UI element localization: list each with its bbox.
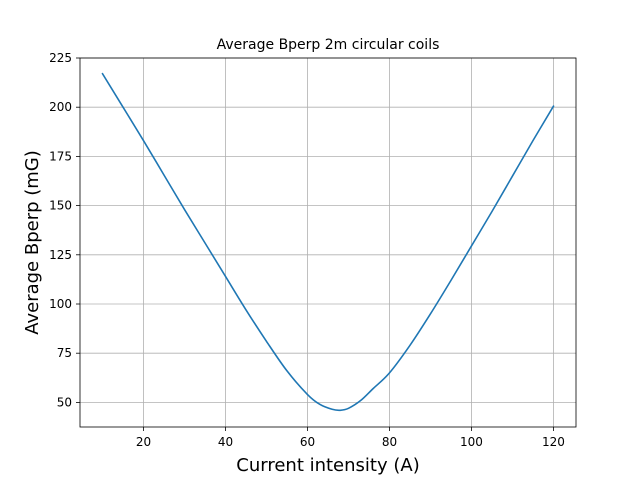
x-tick-label: 80 <box>382 435 397 449</box>
series-layer <box>101 72 555 412</box>
chart-title: Average Bperp 2m circular coils <box>217 37 440 53</box>
x-tick-label: 20 <box>136 435 151 449</box>
y-tick-label: 125 <box>49 248 72 262</box>
x-axis-label: Current intensity (A) <box>236 455 419 476</box>
grid <box>80 57 576 427</box>
y-tick-label: 175 <box>49 149 72 163</box>
y-axis-label: Average Bperp (mG) <box>22 150 43 335</box>
axes-frame <box>79 57 577 428</box>
y-tick-label: 150 <box>49 199 72 213</box>
y-tick-label: 75 <box>57 346 72 360</box>
y-tick-label: 200 <box>49 100 72 114</box>
x-tick-label: 120 <box>542 435 565 449</box>
ticks: 20 40 60 80 100 120 50 75 100 125 150 175 200 225 <box>49 51 565 449</box>
series-line <box>101 72 555 412</box>
y-tick-label: 225 <box>49 51 72 65</box>
y-tick-label: 100 <box>49 297 72 311</box>
y-tick-label: 50 <box>57 395 72 409</box>
x-tick-label: 60 <box>300 435 315 449</box>
x-tick-label: 40 <box>218 435 233 449</box>
x-tick-label: 100 <box>460 435 483 449</box>
